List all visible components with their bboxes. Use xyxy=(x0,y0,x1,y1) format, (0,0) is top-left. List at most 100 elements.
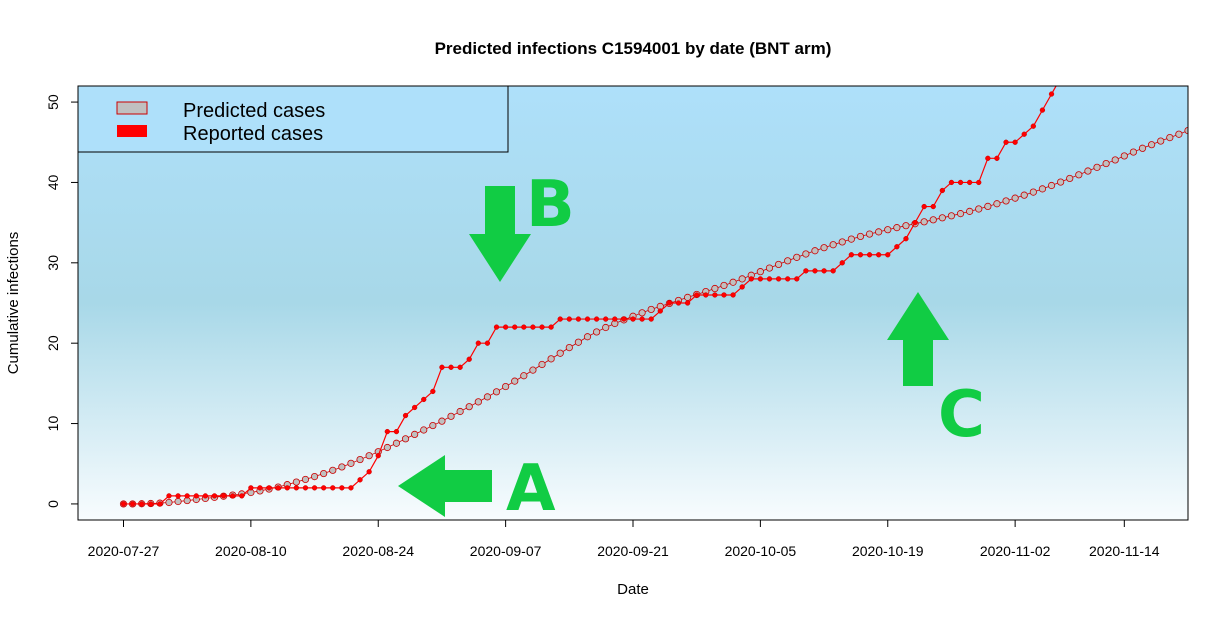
predicted-point xyxy=(975,205,983,213)
y-tick-label: 50 xyxy=(45,94,61,110)
predicted-point xyxy=(720,281,728,290)
reported-point xyxy=(1021,131,1027,137)
reported-point xyxy=(421,396,427,403)
predicted-point xyxy=(865,230,874,238)
predicted-point xyxy=(1166,133,1174,142)
x-tick-label: 2020-08-24 xyxy=(342,543,414,559)
predicted-point xyxy=(1129,148,1138,156)
reported-point xyxy=(994,155,1000,161)
reported-point xyxy=(275,485,281,491)
reported-series xyxy=(120,76,1063,507)
predicted-point xyxy=(347,459,355,467)
predicted-point xyxy=(365,452,373,460)
reported-point xyxy=(321,485,327,491)
predicted-point xyxy=(938,214,946,222)
predicted-point xyxy=(1203,120,1209,126)
predicted-point xyxy=(811,247,819,255)
reported-point xyxy=(284,485,290,491)
predicted-point xyxy=(174,497,182,506)
arrow-up-icon xyxy=(887,292,949,386)
predicted-point xyxy=(838,238,846,246)
predicted-point xyxy=(420,426,428,434)
reported-point xyxy=(712,292,718,298)
predicted-point xyxy=(875,228,883,236)
predicted-point xyxy=(902,222,910,230)
x-tick-label: 2020-09-21 xyxy=(597,543,669,559)
predicted-point xyxy=(556,349,564,357)
reported-point xyxy=(603,316,609,322)
predicted-point xyxy=(474,398,482,406)
reported-point xyxy=(730,292,736,298)
predicted-point xyxy=(1111,156,1119,164)
chart-title: Predicted infections C1594001 by date (B… xyxy=(435,39,832,58)
predicted-point xyxy=(1057,178,1065,186)
predicted-point xyxy=(793,253,801,261)
y-tick-label: 30 xyxy=(45,255,61,271)
reported-point xyxy=(166,493,172,499)
reported-point xyxy=(703,292,709,298)
reported-point xyxy=(530,324,536,330)
reported-point xyxy=(266,485,272,491)
annotation-label-a: A xyxy=(506,452,556,526)
reported-point xyxy=(1058,76,1063,81)
reported-point xyxy=(230,493,236,499)
reported-point xyxy=(621,316,627,322)
x-tick-label: 2020-07-27 xyxy=(88,543,160,559)
reported-point xyxy=(129,501,136,507)
predicted-point xyxy=(383,443,391,452)
reported-point xyxy=(366,469,372,475)
reported-point xyxy=(684,300,691,306)
predicted-point xyxy=(356,455,364,464)
predicted-point xyxy=(165,498,173,507)
reported-point xyxy=(866,252,873,258)
legend-box xyxy=(77,85,509,153)
predicted-point xyxy=(829,241,837,249)
reported-point xyxy=(748,276,754,282)
predicted-point xyxy=(1038,185,1047,193)
annotation-b: B xyxy=(469,168,575,282)
predicted-point xyxy=(1084,167,1092,175)
predicted-point xyxy=(1120,152,1128,160)
predicted-point xyxy=(993,200,1001,208)
predicted-point xyxy=(320,469,328,478)
reported-point xyxy=(493,324,500,330)
predicted-point xyxy=(456,407,464,416)
y-tick-label: 20 xyxy=(45,335,61,351)
x-tick-label: 2020-11-14 xyxy=(1089,543,1160,559)
reported-point xyxy=(948,179,955,186)
predicted-point xyxy=(1184,127,1188,135)
reported-point xyxy=(430,388,436,395)
y-tick-label: 10 xyxy=(45,416,61,432)
predicted-point xyxy=(847,235,855,243)
predicted-point xyxy=(947,212,956,220)
predicted-point xyxy=(429,421,437,430)
reported-point xyxy=(903,236,909,242)
predicted-point xyxy=(1075,171,1083,179)
reported-point xyxy=(848,252,855,258)
legend-swatch-reported xyxy=(117,125,147,137)
reported-point xyxy=(402,412,409,419)
reported-point xyxy=(885,252,891,258)
predicted-point xyxy=(1138,144,1147,152)
predicted-point xyxy=(292,478,300,486)
reported-point xyxy=(939,187,945,194)
reported-point xyxy=(612,316,618,322)
predicted-point xyxy=(956,210,965,218)
reported-point xyxy=(120,501,127,507)
predicted-point xyxy=(301,475,310,484)
legend-swatch-predicted xyxy=(116,101,148,115)
predicted-point xyxy=(483,393,492,401)
reported-point xyxy=(330,485,336,491)
predicted-point xyxy=(1194,124,1200,130)
reported-point xyxy=(857,252,864,258)
reported-point xyxy=(484,340,491,346)
legend-label-predicted: Predicted cases xyxy=(183,100,325,122)
reported-point xyxy=(311,485,318,491)
reported-point xyxy=(557,316,563,322)
reported-point xyxy=(239,493,245,499)
reported-point xyxy=(876,252,882,258)
predicted-point xyxy=(738,275,746,283)
legend: Predicted cases Reported cases xyxy=(77,85,509,153)
reported-point xyxy=(184,493,190,499)
